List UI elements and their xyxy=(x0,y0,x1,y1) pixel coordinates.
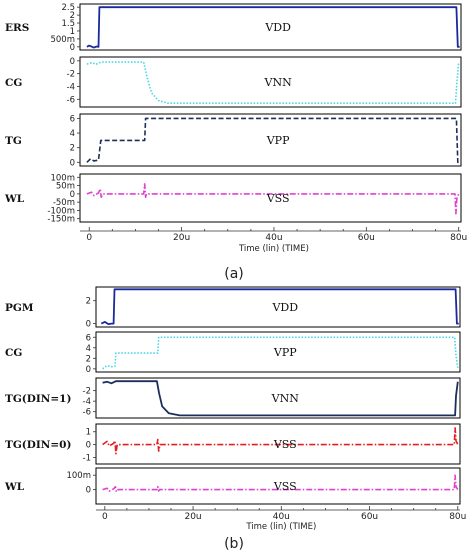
chart1-panel3-signal-label: VSS xyxy=(273,438,297,451)
chart1-panel4-ytick-label-0: 100m xyxy=(66,471,91,481)
chart0-xtick-label-4: 80u xyxy=(450,233,467,243)
chart1-x-title: Time (lin) (TIME) xyxy=(245,522,316,532)
chart0-xtick-label-0: 0 xyxy=(86,233,92,243)
chart0-panel2-ytick-label-2: 2 xyxy=(70,144,75,154)
chart0-panel0-ytick-label-5: 0 xyxy=(70,43,75,53)
chart0-panel3-ytick-label-3: -50m xyxy=(53,198,75,208)
chart1-panel2-ytick-label-1: -4 xyxy=(83,397,91,407)
chart1-panel3-row-label: TG(DIN=0) xyxy=(5,439,71,451)
chart1-panel2-frame xyxy=(95,377,461,419)
chart1-panel3-frame xyxy=(95,423,461,465)
chart0-panel1-ytick-label-0: 0 xyxy=(70,57,75,67)
chart1-panel2-row-label: TG(DIN=1) xyxy=(5,393,71,405)
chart0-xtick-label-2: 40u xyxy=(265,233,282,243)
chart0-panel1-frame xyxy=(79,56,462,108)
chart0-panel0-row-label: ERS xyxy=(5,22,29,34)
chart0-panel3-ytick-label-1: 50m xyxy=(56,182,75,192)
chart1-panel1-ytick-label-3: 0 xyxy=(86,365,91,375)
chart0-panel1-signal-label: VNN xyxy=(264,76,293,89)
chart0-panel0-ytick-label-2: 1.5 xyxy=(61,19,75,29)
chart1-panel0-signal-label: VDD xyxy=(271,301,298,314)
chart0-panel2-trace xyxy=(86,117,460,164)
chart0-panel3-row-label: WL xyxy=(4,193,25,205)
chart0-panel1-trace xyxy=(86,61,460,104)
chart1-panel3-ytick-label-2: -1 xyxy=(83,454,91,464)
chart0-panel3-frame xyxy=(79,173,462,223)
chart0-panel1-ytick-label-2: -4 xyxy=(67,82,75,92)
chart0-panel3-ytick-label-5: -150m xyxy=(47,215,75,225)
chart1-panel4-trace xyxy=(102,474,459,493)
chart1-panel2-trace xyxy=(102,380,459,417)
chart0-panel2-ytick-label-3: 0 xyxy=(70,158,75,168)
chart0-panel2-signal-label: VPP xyxy=(266,134,290,147)
chart1-panel4-frame xyxy=(95,467,461,505)
chart0-panel3-signal-label: VSS xyxy=(266,192,290,205)
chart1-panel0-ytick-label-1: 0 xyxy=(86,320,91,330)
chart0-panel0-ytick-label-1: 2 xyxy=(70,11,75,21)
chart0-panel1-ytick-label-1: -2 xyxy=(67,70,75,80)
chart0-xtick-label-1: 20u xyxy=(173,233,190,243)
chart1-panel2-ytick-label-0: -2 xyxy=(83,387,91,397)
chart1-xtick-label-0: 0 xyxy=(102,512,108,522)
chart0-panel3-trace xyxy=(86,183,460,215)
chart1-panel0-row-label: PGM xyxy=(5,302,34,314)
chart0-panel0-ytick-label-3: 1 xyxy=(70,27,75,37)
chart1-panel4-signal-label: VSS xyxy=(273,480,297,493)
chart0-panel3-ytick-label-4: -100m xyxy=(47,206,75,216)
chart1-xtick-label-3: 60u xyxy=(361,512,378,522)
chart0-panel3-ytick-label-0: 100m xyxy=(50,173,75,183)
chart1-panel4-ytick-label-1: 0 xyxy=(86,486,91,496)
caption-b: (b) xyxy=(224,536,244,552)
chart1-xtick-label-4: 80u xyxy=(449,512,466,522)
chart0-panel0-frame xyxy=(79,3,462,51)
chart1-panel1-trace xyxy=(102,336,459,370)
chart1-panel0-trace xyxy=(100,288,459,325)
chart1-panel4-row-label: WL xyxy=(4,481,25,493)
chart1-panel3-ytick-label-0: 1 xyxy=(86,428,91,438)
chart1-panel0-ytick-label-0: 2 xyxy=(86,297,91,307)
chart1-panel1-ytick-label-0: 6 xyxy=(86,333,91,343)
chart0-panel0-trace xyxy=(86,6,460,49)
chart1-panel3-ytick-label-1: 0 xyxy=(86,441,91,451)
chart1-panel1-ytick-label-1: 4 xyxy=(86,344,91,354)
chart1-xtick-label-1: 20u xyxy=(184,512,201,522)
chart1-panel1-signal-label: VPP xyxy=(273,346,297,359)
chart1-panel2-ytick-label-2: -6 xyxy=(83,408,91,418)
chart0-panel1-row-label: CG xyxy=(5,77,22,89)
chart0-panel2-ytick-label-0: 6 xyxy=(70,114,75,124)
chart1-panel0-frame xyxy=(95,286,461,328)
chart1-xtick-label-2: 40u xyxy=(273,512,290,522)
chart0-panel3-ytick-label-2: 0 xyxy=(70,190,75,200)
chart0-panel1-ytick-label-3: -6 xyxy=(67,95,75,105)
chart0-xtick-label-3: 60u xyxy=(358,233,375,243)
chart0-panel0-ytick-label-0: 2.5 xyxy=(61,3,75,13)
chart1-panel1-row-label: CG xyxy=(5,347,22,359)
chart0-panel2-ytick-label-1: 4 xyxy=(70,129,75,139)
caption-a: (a) xyxy=(224,266,244,282)
chart0-panel2-row-label: TG xyxy=(5,135,22,147)
chart0-panel0-ytick-label-4: 500m xyxy=(50,35,75,45)
chart0-x-title: Time (lin) (TIME) xyxy=(238,244,309,254)
chart0-panel0-signal-label: VDD xyxy=(264,21,291,34)
chart1-panel1-frame xyxy=(95,331,461,373)
chart0-panel2-frame xyxy=(79,113,462,167)
chart1-panel2-signal-label: VNN xyxy=(271,392,300,405)
chart1-panel1-ytick-label-2: 2 xyxy=(86,354,91,364)
chart1-panel3-trace xyxy=(102,427,459,455)
